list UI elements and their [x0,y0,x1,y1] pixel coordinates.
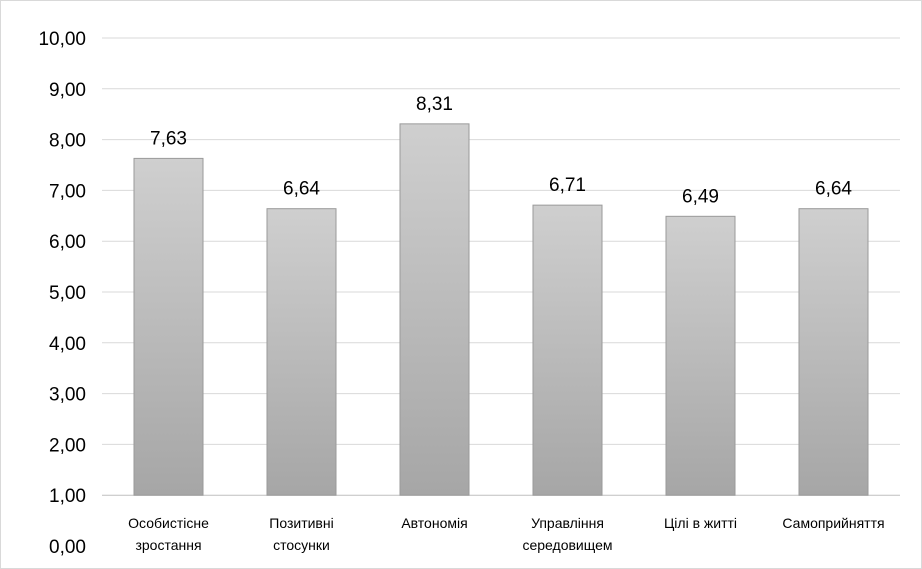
y-tick-label: 5,00 [49,283,86,304]
x-tick-label: Позитивні стосунки [269,515,333,553]
x-tick-label-line: Позитивні [269,515,333,531]
bar [532,204,603,496]
y-tick-label: 7,00 [49,181,86,202]
data-label: 6,64 [815,179,852,200]
data-labels: 7,63 6,64 8,31 6,71 6,49 6,64 [150,94,852,207]
data-label: 6,71 [549,175,586,196]
y-tick-label: 1,00 [49,486,86,507]
y-tick-label: 0,00 [49,537,86,558]
x-axis: Особистісне зростання Позитивні стосунки Авт… [128,515,884,553]
y-tick-label: 8,00 [49,131,86,152]
y-tick-label: 2,00 [49,435,86,456]
bar [133,157,204,496]
bar [798,208,869,496]
data-label: 8,31 [416,94,453,115]
x-tick-label-line: Особистісне [128,515,209,531]
y-tick-label: 9,00 [49,80,86,101]
y-tick-label: 3,00 [49,385,86,406]
x-tick-label-line: зростання [135,537,201,553]
data-label: 6,64 [283,179,320,200]
x-tick-label-line: середовищем [522,537,612,553]
y-tick-label: 4,00 [49,334,86,355]
data-label: 6,49 [682,186,719,207]
x-tick-label: Автономія [401,515,467,531]
x-tick-label-line: Самоприйняття [782,515,884,531]
bars [133,123,869,496]
y-tick-label: 10,00 [38,29,86,50]
x-tick-label: Управління середовищем [522,515,612,553]
x-tick-label-line: стосунки [273,537,330,553]
bar [665,215,736,496]
x-tick-label: Цілі в житті [664,515,737,531]
data-label: 7,63 [150,128,187,149]
x-tick-label-line: Автономія [401,515,467,531]
gridlines [102,37,900,496]
bar [399,123,470,496]
x-tick-label: Самоприйняття [782,515,884,531]
y-tick-label: 6,00 [49,232,86,253]
y-axis: 10,00 9,00 8,00 7,00 6,00 5,00 4,00 3,00 2,00 1,0… [38,29,86,558]
bar [266,208,337,496]
x-tick-label-line: Цілі в житті [664,515,737,531]
x-tick-label: Особистісне зростання [128,515,209,553]
x-tick-label-line: Управління [531,515,604,531]
